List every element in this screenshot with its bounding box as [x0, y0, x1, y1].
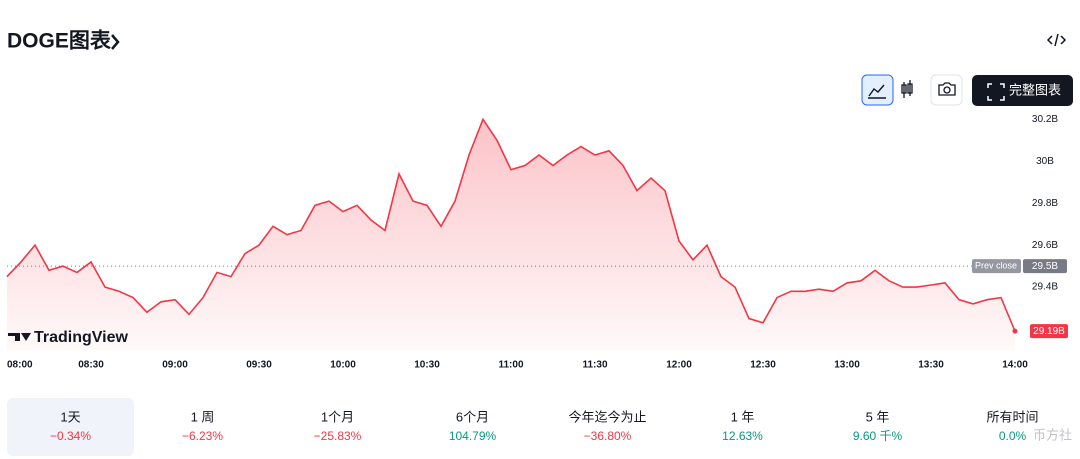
x-tick-label: 14:00 [1002, 360, 1028, 371]
y-tick-label: 29.6B [1032, 240, 1058, 251]
x-tick-label: 12:00 [666, 360, 692, 371]
fullscreen-icon [987, 83, 1005, 101]
camera-button[interactable] [930, 74, 963, 106]
camera-icon [938, 82, 956, 96]
candle-icon[interactable] [901, 80, 913, 98]
y-tick-label: 30.2B [1032, 114, 1058, 125]
period-change: 12.63% [722, 429, 763, 443]
last-price-badge [1030, 324, 1068, 339]
prev-close-label: Prev close [975, 261, 1017, 271]
prev-close-value: 29.5B [1032, 261, 1058, 272]
last-price-label: 29.19B [1033, 326, 1065, 337]
x-tick-label: 08:30 [78, 360, 104, 371]
y-tick-label: 30B [1036, 156, 1054, 167]
period-label[interactable]: 1 周 [191, 409, 215, 424]
period-change: −25.83% [314, 429, 362, 443]
period-label[interactable]: 今年迄今为止 [568, 409, 646, 424]
x-tick-label: 13:30 [918, 360, 944, 371]
period-change: −6.23% [182, 429, 223, 443]
x-tick-label: 13:00 [834, 360, 860, 371]
x-tick-label: 09:30 [246, 360, 272, 371]
period-label[interactable]: 1天 [60, 409, 80, 424]
period-change: 0.0% [999, 429, 1027, 443]
period-label[interactable]: 5 年 [866, 409, 890, 424]
line-button[interactable] [861, 74, 894, 106]
title[interactable]: DOGE图表 [7, 30, 112, 53]
x-tick-label: 11:00 [498, 360, 523, 371]
watermark: 币方社 [1033, 427, 1072, 442]
period-label[interactable]: 6个月 [456, 409, 489, 424]
y-tick-label: 29.8B [1032, 198, 1058, 209]
line-icon [868, 84, 886, 99]
x-tick-label: 10:30 [414, 360, 440, 371]
selected-period [7, 398, 134, 456]
period-change: 9.60 千% [853, 429, 903, 443]
period-change: −36.80% [584, 429, 632, 443]
camera-lens [943, 86, 951, 94]
x-tick-label: 09:00 [162, 360, 188, 371]
full-chart-button[interactable] [972, 75, 1073, 106]
x-tick-label: 10:00 [330, 360, 356, 371]
prev-close-value-badge [1023, 259, 1067, 274]
prev-close-badge [972, 259, 1021, 274]
embed-icon[interactable] [1046, 33, 1067, 47]
period-label[interactable]: 1个月 [321, 409, 354, 424]
x-tick-label: 12:30 [750, 360, 776, 371]
price-line [6, 117, 1016, 332]
tv-logo [8, 333, 31, 341]
area-fill [7, 119, 1015, 351]
brand[interactable]: TradingView [34, 329, 129, 346]
period-label[interactable]: 1 年 [731, 409, 755, 424]
period-change: 104.79% [449, 429, 497, 443]
last-dot [1012, 328, 1018, 334]
period-label[interactable]: 所有时间 [986, 409, 1038, 424]
chevron [111, 34, 120, 50]
x-tick-label: 11:30 [582, 360, 607, 371]
full-chart-label[interactable]: 完整图表 [1009, 82, 1061, 97]
period-change: −0.34% [50, 429, 91, 443]
y-tick-label: 29.4B [1032, 282, 1058, 293]
x-tick-label: 08:00 [7, 360, 33, 371]
